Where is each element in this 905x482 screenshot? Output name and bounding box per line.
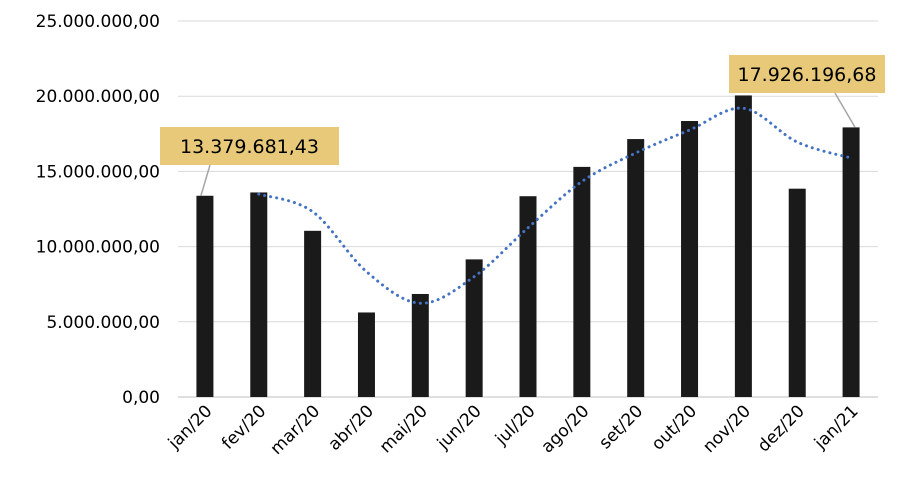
bar (681, 121, 699, 398)
x-tick-label: jan/21 (810, 401, 863, 454)
bar (357, 312, 375, 397)
moving-average-trendline (257, 106, 853, 305)
x-tick-label: mar/20 (267, 401, 325, 459)
x-tick-label: dez/20 (754, 401, 809, 456)
data-label-callouts: 13.379.681,43 17.926.196,68 (160, 55, 885, 196)
x-tick-label: jun/20 (433, 401, 486, 454)
bar (465, 259, 483, 397)
data-label: 17.926.196,68 (737, 64, 876, 86)
x-tick-label: jul/20 (491, 401, 540, 450)
callout-box (729, 55, 885, 93)
x-tick-label: out/20 (648, 401, 701, 454)
x-tick-label: set/20 (595, 401, 647, 453)
trendline (257, 106, 853, 305)
bar (573, 166, 591, 397)
bar (304, 230, 322, 397)
bar (734, 95, 752, 397)
bar (788, 188, 806, 397)
bar (250, 192, 268, 397)
data-label: 13.379.681,43 (180, 136, 319, 158)
callout-leader-line (834, 92, 856, 128)
x-tick-label: abr/20 (325, 401, 378, 454)
bar (519, 196, 537, 397)
bar (842, 127, 860, 397)
y-tick-label: 20.000.000,00 (36, 87, 160, 107)
y-axis-tick-labels: 0,00 5.000.000,00 10.000.000,00 15.000.000,… (36, 12, 160, 408)
bar (627, 139, 645, 397)
x-tick-label: mai/20 (376, 401, 432, 457)
y-tick-label: 10.000.000,00 (36, 238, 160, 258)
bars (196, 95, 860, 398)
bar (411, 293, 429, 397)
y-tick-label: 0,00 (122, 388, 160, 408)
y-tick-label: 25.000.000,00 (36, 12, 160, 32)
x-tick-label: jan/20 (164, 401, 217, 454)
x-tick-label: fev/20 (218, 401, 270, 453)
y-tick-label: 15.000.000,00 (36, 162, 160, 182)
x-tick-label: nov/20 (699, 401, 755, 457)
callout-leader-line (200, 164, 211, 196)
bar (196, 195, 214, 397)
callout-box (160, 127, 339, 165)
x-tick-label: ago/20 (538, 401, 594, 457)
y-tick-label: 5.000.000,00 (46, 313, 160, 333)
